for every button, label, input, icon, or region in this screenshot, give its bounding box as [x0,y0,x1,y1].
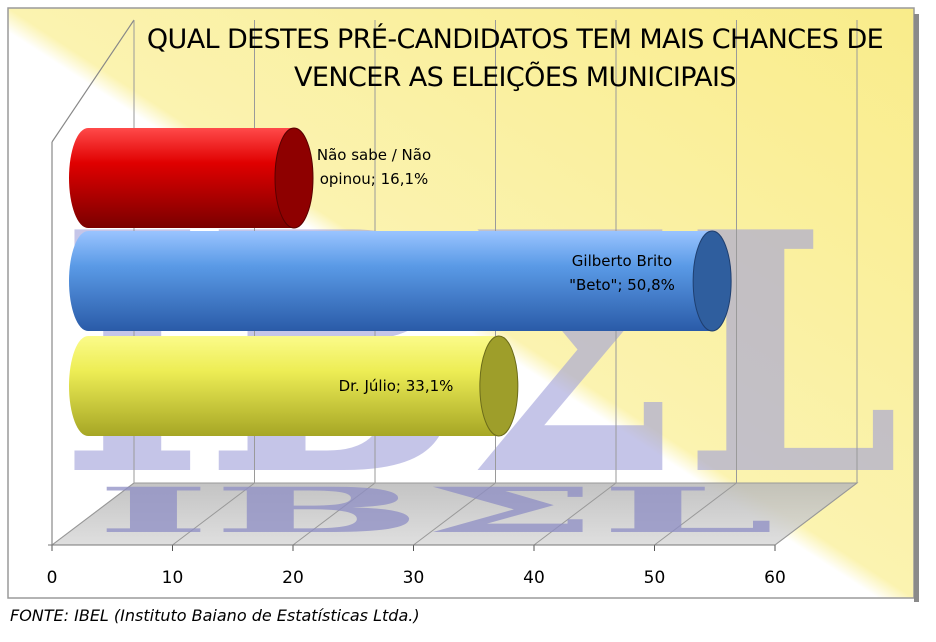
chart-title-line-1: QUAL DESTES PRÉ-CANDIDATOS TEM MAIS CHAN… [147,23,883,55]
chart-frame-shadow [914,14,919,602]
ticks-layer: 0 10 20 30 40 50 60 [47,568,786,588]
chart-title-line-2: VENCER AS ELEIÇÕES MUNICIPAIS [294,61,736,93]
data-label-1: Gilberto Brito "Beto"; 50,8% [569,252,675,294]
x-tick-label: 50 [644,568,666,588]
data-label-2: Dr. Júlio; 33,1% [339,377,454,395]
bar-body [69,231,732,331]
bar-end-cap [479,335,519,437]
bar-1 [69,230,732,332]
floor-gridline [774,482,858,546]
floor-gridline [292,482,376,546]
bar-0 [69,127,314,229]
bar-end-cap [692,230,732,332]
floor-gridline [172,482,255,546]
data-label-line: opinou; 16,1% [320,170,429,188]
bar-body [69,336,518,436]
x-tick-label: 30 [403,568,425,588]
source-footer: FONTE: IBEL (Instituto Baiano de Estatís… [10,606,420,625]
x-tick-label: 0 [47,568,58,588]
bar-2 [69,335,519,437]
grid-layer [48,19,859,551]
data-label-0: Não sabe / Não opinou; 16,1% [317,146,431,188]
labels-layer: Não sabe / Não opinou; 16,1% Gilberto Brit… [317,146,675,395]
x-tick-label: 40 [523,568,545,588]
x-tick-label: 20 [282,568,304,588]
floor-gridline [413,482,496,546]
floor-gridline [654,482,737,546]
watermark-floor: IBΣL [95,474,775,547]
data-label-line: Não sabe / Não [317,146,431,164]
data-label-line: Gilberto Brito [572,252,672,270]
bar-end-cap [274,127,314,229]
floor-gridline [51,482,135,546]
bar-body [69,128,314,228]
data-label-line: "Beto"; 50,8% [569,276,675,294]
data-label-line: Dr. Júlio; 33,1% [339,377,454,395]
left-wall-top-edge [51,19,135,143]
x-tick-label: 60 [764,568,786,588]
floor-gridline [533,482,617,546]
bars-layer [69,127,732,437]
x-tick-label: 10 [162,568,184,588]
